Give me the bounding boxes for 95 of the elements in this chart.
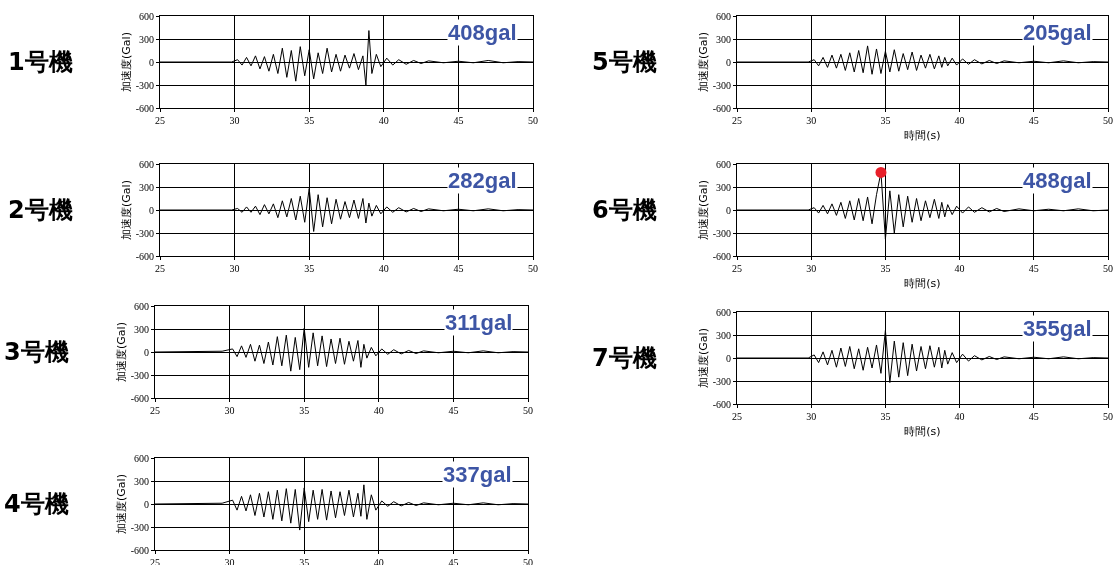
text: 7号機 (592, 343, 657, 374)
y-tick-label: 0 (726, 56, 731, 68)
x-tick-label: 50 (1103, 115, 1113, 126)
y-tick-label: 0 (726, 204, 731, 216)
x-tick-label: 45 (1028, 115, 1039, 126)
y-tick-label: -600 (712, 398, 731, 410)
x-tick-label: 50 (1103, 411, 1113, 422)
y-tick-label: -300 (135, 227, 154, 239)
y-tick-label: 300 (139, 33, 154, 45)
y-tick-label: -300 (130, 369, 149, 381)
y-tick-label: -600 (130, 392, 149, 404)
x-tick-label: 50 (523, 405, 533, 416)
x-tick-label: 40 (954, 115, 965, 126)
text: 2号機 (8, 195, 73, 226)
x-tick-label: 50 (1103, 263, 1113, 274)
annotation: 311gal (445, 310, 513, 335)
x-tick-label: 30 (806, 263, 817, 274)
x-tick-label: 40 (373, 405, 384, 416)
x-tick-label: 50 (528, 263, 538, 274)
y-tick-label: 600 (139, 10, 154, 22)
y-tick-label: 300 (716, 329, 731, 341)
y-axis-title: 加速度(Gal) (115, 474, 129, 534)
annotation: 408gal (448, 20, 517, 45)
y-tick-label: 300 (139, 181, 154, 193)
x-tick-label: 45 (1028, 263, 1039, 274)
y-axis-title: 加速度(Gal) (120, 180, 134, 240)
y-tick-label: -600 (712, 250, 731, 262)
x-tick-label: 35 (880, 411, 891, 422)
y-tick-label: 600 (139, 158, 154, 170)
x-tick-label: 45 (1028, 411, 1039, 422)
x-tick-label: 25 (732, 263, 742, 274)
x-tick-label: 30 (806, 115, 817, 126)
x-tick-label: 40 (378, 263, 389, 274)
x-axis-title: 時間(s) (904, 277, 941, 291)
x-tick-label: 45 (453, 115, 464, 126)
text: 4号機 (4, 489, 69, 520)
y-tick-label: 600 (716, 158, 731, 170)
y-tick-label: 600 (716, 306, 731, 318)
x-tick-label: 25 (732, 115, 742, 126)
y-tick-label: 300 (134, 475, 149, 487)
x-tick-label: 40 (954, 411, 965, 422)
x-tick-label: 35 (880, 263, 891, 274)
x-tick-label: 35 (880, 115, 891, 126)
x-axis-title: 時間(s) (904, 425, 941, 439)
x-tick-label: 50 (528, 115, 538, 126)
y-tick-label: 600 (134, 300, 149, 312)
x-tick-label: 30 (806, 411, 817, 422)
y-tick-label: 300 (134, 323, 149, 335)
y-axis-title: 加速度(Gal) (120, 32, 134, 92)
x-tick-label: 35 (304, 263, 315, 274)
x-tick-label: 30 (224, 405, 235, 416)
annotation: 205gal (1023, 20, 1092, 45)
x-axis-title: 時間(s) (904, 129, 941, 143)
y-axis-title: 加速度(Gal) (697, 32, 711, 92)
y-tick-label: -600 (130, 544, 149, 556)
y-tick-label: -600 (712, 102, 731, 114)
y-tick-label: -300 (135, 79, 154, 91)
x-tick-label: 35 (304, 115, 315, 126)
text: 5号機 (592, 47, 657, 78)
x-tick-label: 45 (453, 263, 464, 274)
text: 6号機 (592, 195, 657, 226)
annotation: 337gal (443, 462, 512, 487)
y-tick-label: 300 (716, 33, 731, 45)
y-tick-label: -600 (135, 102, 154, 114)
x-tick-label: 25 (150, 405, 160, 416)
text: 3号機 (4, 337, 69, 368)
y-tick-label: -300 (130, 521, 149, 533)
y-tick-label: 600 (716, 10, 731, 22)
y-tick-label: 0 (726, 352, 731, 364)
x-tick-label: 35 (299, 405, 310, 416)
y-tick-label: 0 (149, 204, 154, 216)
y-tick-label: -600 (135, 250, 154, 262)
text: 1号機 (8, 47, 73, 78)
x-tick-label: 40 (378, 115, 389, 126)
x-tick-label: 40 (954, 263, 965, 274)
y-tick-label: 600 (134, 452, 149, 464)
x-tick-label: 45 (448, 405, 459, 416)
y-axis-title: 加速度(Gal) (115, 322, 129, 382)
y-axis-title: 加速度(Gal) (697, 328, 711, 388)
annotation: 355gal (1023, 316, 1092, 341)
y-tick-label: -300 (712, 375, 731, 387)
x-tick-label: 25 (155, 263, 165, 274)
x-tick-label: 30 (229, 115, 240, 126)
x-tick-label: 30 (229, 263, 240, 274)
y-tick-label: -300 (712, 227, 731, 239)
annotation: 282gal (448, 168, 517, 193)
y-tick-label: 300 (716, 181, 731, 193)
y-tick-label: -300 (712, 79, 731, 91)
annotation: 488gal (1023, 168, 1092, 193)
y-tick-label: 0 (144, 498, 149, 510)
y-axis-title: 加速度(Gal) (697, 180, 711, 240)
x-tick-label: 25 (155, 115, 165, 126)
y-tick-label: 0 (144, 346, 149, 358)
x-tick-label: 25 (732, 411, 742, 422)
y-tick-label: 0 (149, 56, 154, 68)
